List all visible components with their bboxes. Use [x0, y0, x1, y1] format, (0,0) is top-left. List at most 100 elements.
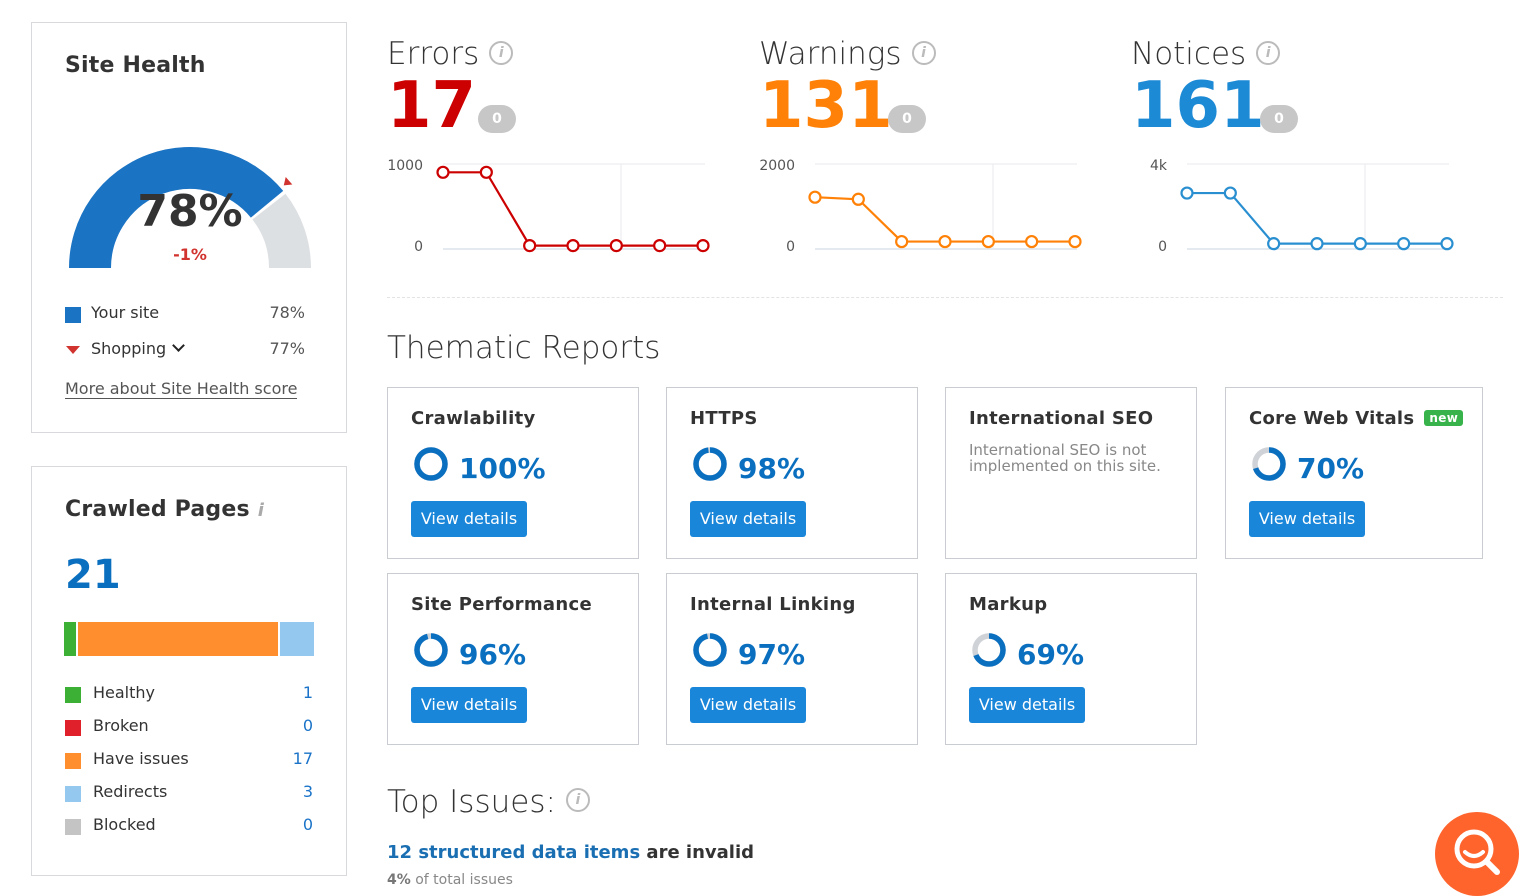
donut-value	[414, 633, 448, 667]
divider	[387, 297, 1503, 298]
data-point[interactable]	[696, 238, 710, 253]
crawled-pages-bar[interactable]	[64, 622, 314, 656]
data-point[interactable]	[851, 192, 865, 206]
view-details-button[interactable]: View details	[411, 501, 527, 537]
gauge-score-arc	[69, 147, 284, 269]
issue-link[interactable]: 12 structured data items	[387, 842, 641, 863]
data-point[interactable]	[1180, 186, 1194, 200]
search-fab-button[interactable]	[1435, 812, 1519, 896]
site-health-card: Site Health 78% -1% Your site 78% Shoppi…	[31, 22, 347, 433]
info-icon[interactable]: i	[257, 500, 265, 521]
data-point[interactable]	[1267, 237, 1281, 251]
data-point[interactable]	[808, 190, 822, 204]
y-tick-label: 0	[414, 239, 423, 255]
issue-share-percent: 4%	[387, 872, 411, 888]
crawled-row-healthy: Healthy 1	[65, 683, 313, 705]
report-card-site-performance: Site Performance 96% View details	[387, 573, 639, 745]
bar-segment-healthy[interactable]	[64, 622, 76, 656]
crawled-pages-title-wrap: Crawled Pages i	[65, 497, 264, 522]
legend-value-link[interactable]: 3	[302, 782, 313, 801]
report-donut	[972, 633, 1006, 667]
data-point[interactable]	[1440, 237, 1454, 251]
more-about-site-health-link[interactable]: More about Site Health score	[65, 379, 298, 399]
data-point[interactable]	[653, 238, 667, 253]
report-card-core-web-vitals: Core Web Vitals new 70% View details	[1225, 387, 1483, 559]
info-icon[interactable]: i	[911, 40, 936, 65]
errors-panel: Errors i 17 0 1000 0	[387, 30, 727, 260]
crawled-row-blocked: Blocked 0	[65, 815, 313, 837]
info-icon[interactable]: i	[565, 787, 590, 812]
legend-value: 77%	[269, 339, 305, 358]
notices-panel: Notices i 161 0 4k 0	[1131, 30, 1471, 260]
report-card-https: HTTPS 98% View details	[666, 387, 918, 559]
report-donut	[414, 633, 448, 667]
donut-value	[972, 633, 1006, 667]
bar-segment-redirects[interactable]	[278, 622, 314, 656]
warnings-new-badge: 0	[888, 105, 926, 133]
y-tick-label: 4k	[1150, 158, 1168, 174]
gauge-competitor-marker	[283, 176, 293, 186]
view-details-button[interactable]: View details	[690, 501, 806, 537]
issue-text: are invalid	[640, 842, 755, 863]
donut-value	[414, 447, 448, 481]
legend-label: Have issues	[93, 749, 189, 768]
legend-label: Broken	[93, 716, 149, 735]
warnings-title-wrap: Warnings i	[759, 36, 936, 72]
info-icon[interactable]: i	[1256, 40, 1281, 65]
site-health-title: Site Health	[65, 53, 206, 78]
data-point[interactable]	[436, 165, 450, 179]
data-point[interactable]	[1310, 237, 1324, 251]
data-point[interactable]	[566, 238, 580, 253]
notices-title: Notices	[1131, 36, 1247, 72]
info-icon[interactable]: i	[489, 40, 514, 65]
data-point[interactable]	[523, 238, 537, 253]
warnings-trend-chart: 2000 0	[759, 158, 1082, 255]
data-point[interactable]	[609, 238, 623, 253]
crawled-row-have-issues: Have issues 17	[65, 749, 313, 771]
search-icon	[1454, 829, 1500, 875]
legend-swatch	[65, 819, 81, 835]
report-percent: 97%	[738, 638, 806, 671]
data-point[interactable]	[1068, 234, 1082, 249]
legend-value-link[interactable]: 1	[302, 683, 313, 702]
data-point[interactable]	[981, 234, 995, 249]
report-percent: 98%	[738, 452, 806, 485]
view-details-button[interactable]: View details	[969, 687, 1085, 723]
data-point[interactable]	[1353, 237, 1367, 251]
legend-value-link[interactable]: 0	[302, 815, 313, 834]
series-line	[1187, 191, 1447, 245]
site-health-delta: -1%	[173, 245, 207, 264]
top-issues-title-wrap: Top Issues: i	[387, 784, 590, 820]
errors-new-badge: 0	[478, 105, 516, 133]
warnings-title: Warnings	[759, 36, 902, 72]
notices-count[interactable]: 161	[1131, 69, 1265, 143]
report-card-markup: Markup 69% View details	[945, 573, 1197, 745]
legend-shopping[interactable]: Shopping 77%	[65, 339, 305, 361]
data-point[interactable]	[1025, 234, 1039, 249]
donut-value	[693, 633, 727, 667]
view-details-button[interactable]: View details	[1249, 501, 1365, 537]
legend-value-link[interactable]: 0	[302, 716, 313, 735]
data-point[interactable]	[938, 234, 952, 249]
bar-segment-have-issues[interactable]	[75, 622, 279, 656]
data-point[interactable]	[479, 165, 493, 179]
warnings-count[interactable]: 131	[759, 69, 893, 143]
crawled-row-broken: Broken 0	[65, 716, 313, 738]
crawled-pages-count[interactable]: 21	[65, 552, 121, 598]
errors-count[interactable]: 17	[387, 69, 477, 143]
issue-share-text: of total issues	[410, 872, 513, 888]
report-title: Internal Linking	[690, 594, 856, 615]
data-point[interactable]	[1223, 186, 1237, 200]
site-health-score: 78%	[137, 186, 243, 237]
industry-selector[interactable]: Shopping	[91, 339, 186, 358]
notices-title-wrap: Notices i	[1131, 36, 1281, 72]
donut-value	[693, 447, 727, 481]
notices-trend-chart: 4k 0	[1150, 158, 1454, 255]
report-title: Site Performance	[411, 594, 592, 615]
data-point[interactable]	[1397, 237, 1411, 251]
data-point[interactable]	[895, 234, 909, 249]
report-title: International SEO	[969, 408, 1154, 429]
view-details-button[interactable]: View details	[411, 687, 527, 723]
view-details-button[interactable]: View details	[690, 687, 806, 723]
legend-value-link[interactable]: 17	[292, 749, 313, 768]
